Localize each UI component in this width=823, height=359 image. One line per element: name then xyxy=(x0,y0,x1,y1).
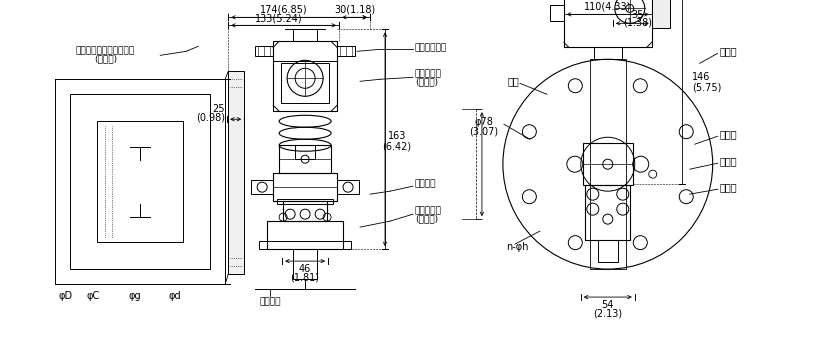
Bar xyxy=(255,46,273,56)
Text: (可选购): (可选购) xyxy=(415,78,438,87)
Bar xyxy=(597,240,618,262)
Text: φ78: φ78 xyxy=(475,117,493,127)
Text: (0.98): (0.98) xyxy=(196,112,226,122)
Bar xyxy=(259,241,351,249)
Text: 46: 46 xyxy=(299,264,311,274)
Text: 133(5.24): 133(5.24) xyxy=(255,13,303,23)
Text: (可选购): (可选购) xyxy=(415,215,438,224)
Bar xyxy=(293,249,317,279)
Text: 管道连接件: 管道连接件 xyxy=(415,207,442,216)
Bar xyxy=(228,71,244,274)
Text: 163: 163 xyxy=(388,131,407,141)
Text: 内藏显示表: 内藏显示表 xyxy=(415,70,442,79)
Text: (6.42): (6.42) xyxy=(383,141,412,151)
Text: φC: φC xyxy=(86,291,100,301)
Text: (2.13): (2.13) xyxy=(593,308,622,318)
Text: 110(4.33): 110(4.33) xyxy=(584,1,631,11)
Text: 管道法兰: 管道法兰 xyxy=(259,298,281,307)
Bar xyxy=(590,59,625,269)
Text: φg: φg xyxy=(129,291,142,301)
Bar xyxy=(550,5,564,21)
Text: (1.38): (1.38) xyxy=(623,17,653,27)
Bar xyxy=(337,46,355,56)
Bar xyxy=(583,143,633,185)
Bar xyxy=(293,29,317,41)
Bar xyxy=(279,145,331,173)
Text: 174(6.85): 174(6.85) xyxy=(260,4,308,14)
Text: (1.81): (1.81) xyxy=(291,272,319,282)
Text: 接地端: 接地端 xyxy=(719,129,737,139)
Text: 排气塞: 排气塞 xyxy=(719,156,737,166)
Text: 146: 146 xyxy=(691,72,710,82)
Text: φD: φD xyxy=(58,291,72,301)
Text: 30(1.18): 30(1.18) xyxy=(334,4,375,14)
Bar xyxy=(564,0,652,47)
Text: φd: φd xyxy=(169,291,182,301)
Text: 25: 25 xyxy=(212,104,226,114)
Bar xyxy=(585,185,630,240)
Text: 外部显示表导线管连接口: 外部显示表导线管连接口 xyxy=(76,47,135,56)
Text: (3.07): (3.07) xyxy=(469,126,499,136)
Bar xyxy=(652,0,670,28)
Bar xyxy=(337,180,359,194)
Bar xyxy=(281,63,329,103)
Text: 导线管连接口: 导线管连接口 xyxy=(415,43,447,52)
Bar xyxy=(97,121,184,242)
Text: 排液塞: 排液塞 xyxy=(719,182,737,192)
Bar xyxy=(273,41,337,111)
Text: 35: 35 xyxy=(631,10,644,20)
Bar xyxy=(267,221,343,249)
Text: 端子侧: 端子侧 xyxy=(719,46,737,56)
Bar xyxy=(70,94,210,269)
Bar xyxy=(295,145,315,159)
Text: 54: 54 xyxy=(602,300,614,310)
Bar xyxy=(273,173,337,201)
Text: 调零: 调零 xyxy=(508,76,519,86)
Text: (5.75): (5.75) xyxy=(691,83,721,93)
Bar xyxy=(594,47,622,59)
Bar xyxy=(283,201,327,221)
Text: 管道连接: 管道连接 xyxy=(415,180,436,189)
Text: (可选购): (可选购) xyxy=(94,55,117,64)
Text: n-φh: n-φh xyxy=(506,242,528,252)
Bar xyxy=(251,180,273,194)
Bar xyxy=(277,199,333,204)
